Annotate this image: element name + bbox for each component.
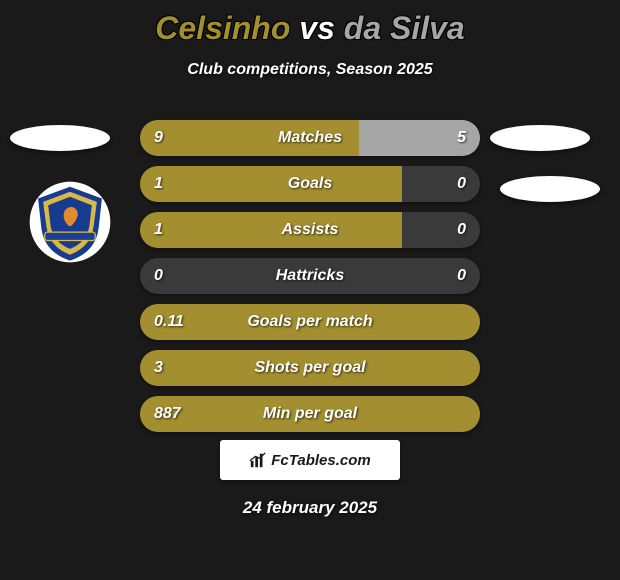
stat-value-right: 0 xyxy=(457,166,466,202)
comparison-infographic: Celsinho vs da Silva Club competitions, … xyxy=(0,0,620,580)
stat-label: Assists xyxy=(140,212,480,248)
stat-row: Shots per goal3 xyxy=(140,350,480,386)
subtitle: Club competitions, Season 2025 xyxy=(0,61,620,79)
club-badge-left xyxy=(28,180,112,264)
footer-date: 24 february 2025 xyxy=(0,498,620,518)
stats-bars: Matches95Goals10Assists10Hattricks00Goal… xyxy=(140,120,480,442)
stat-label: Shots per goal xyxy=(140,350,480,386)
stat-label: Matches xyxy=(140,120,480,156)
stat-value-left: 3 xyxy=(154,350,163,386)
stat-value-left: 9 xyxy=(154,120,163,156)
stat-value-left: 1 xyxy=(154,212,163,248)
stat-row: Matches9 5 xyxy=(140,120,480,156)
stat-value-left: 0.11 xyxy=(154,304,184,340)
stat-value-right: 5 xyxy=(457,120,466,156)
stat-value-left: 1 xyxy=(154,166,163,202)
title-player-left: Celsinho xyxy=(155,10,290,46)
stat-label: Min per goal xyxy=(140,396,480,432)
stat-value-right: 0 xyxy=(457,212,466,248)
stat-row: Hattricks0 0 xyxy=(140,258,480,294)
shield-icon xyxy=(28,180,112,264)
stat-label: Goals xyxy=(140,166,480,202)
stat-row: Assists1 0 xyxy=(140,212,480,248)
club-badge-right-placeholder xyxy=(500,176,600,202)
footer-brand-text: FcTables.com xyxy=(271,452,370,469)
stat-row: Min per goal887 xyxy=(140,396,480,432)
player-badge-right-placeholder xyxy=(490,125,590,151)
stat-label: Hattricks xyxy=(140,258,480,294)
chart-bars-icon xyxy=(249,451,267,469)
stat-value-left: 0 xyxy=(154,258,163,294)
stat-value-right: 0 xyxy=(457,258,466,294)
footer-brand: FcTables.com xyxy=(220,440,400,480)
title-vs: vs xyxy=(290,10,343,46)
page-title: Celsinho vs da Silva xyxy=(0,10,620,47)
stat-row: Goals1 0 xyxy=(140,166,480,202)
title-player-right: da Silva xyxy=(344,10,465,46)
stat-value-left: 887 xyxy=(154,396,181,432)
stat-label: Goals per match xyxy=(140,304,480,340)
player-badge-left-placeholder xyxy=(10,125,110,151)
stat-row: Goals per match0.11 xyxy=(140,304,480,340)
